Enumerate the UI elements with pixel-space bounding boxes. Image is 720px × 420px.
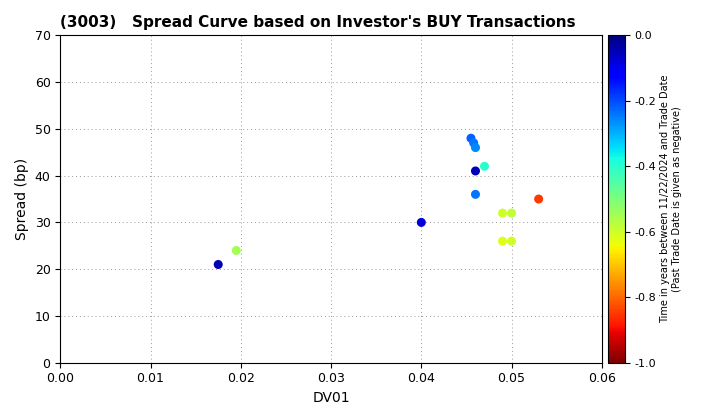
Point <box>506 210 518 216</box>
Point <box>469 191 481 198</box>
Point <box>415 219 427 226</box>
Point <box>479 163 490 170</box>
Point <box>469 144 481 151</box>
Point <box>497 210 508 216</box>
Y-axis label: Time in years between 11/22/2024 and Trade Date
(Past Trade Date is given as neg: Time in years between 11/22/2024 and Tra… <box>660 75 682 323</box>
Point <box>533 196 544 202</box>
Point <box>230 247 242 254</box>
Y-axis label: Spread (bp): Spread (bp) <box>15 158 29 240</box>
Point <box>212 261 224 268</box>
Point <box>468 139 480 146</box>
Point <box>497 238 508 244</box>
Point <box>506 238 518 244</box>
Point <box>469 168 481 174</box>
Text: (3003)   Spread Curve based on Investor's BUY Transactions: (3003) Spread Curve based on Investor's … <box>60 15 576 30</box>
Point <box>465 135 477 142</box>
X-axis label: DV01: DV01 <box>312 391 350 405</box>
